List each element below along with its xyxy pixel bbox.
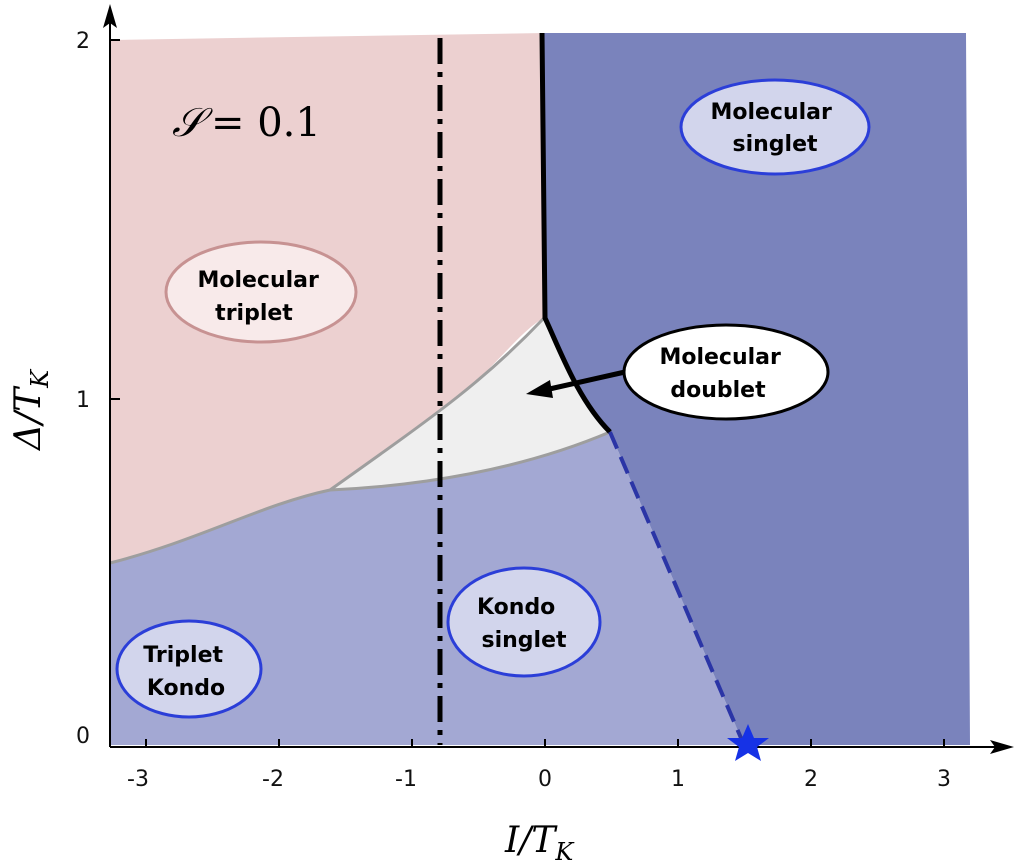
label-molecular-doublet: Molecular doublet: [659, 345, 788, 403]
boundary-kondo-doublet: [329, 430, 611, 492]
doublet-arrow-head: [526, 380, 553, 398]
star-icon: [727, 724, 769, 761]
label-triplet-kondo: Triplet Kondo: [143, 643, 230, 701]
label-kondo-singlet: Kondo singlet: [477, 595, 567, 653]
xtick-label: -1: [395, 767, 417, 792]
y-ticks: [110, 39, 120, 400]
dashed-boundary: [608, 431, 746, 746]
xtick-label: 1: [671, 767, 685, 792]
x-axis-arrow: [990, 740, 1014, 754]
region-molecular-doublet: [330, 318, 610, 490]
label-molecular-triplet: Molecular triplet: [197, 268, 326, 326]
xtick-label: -3: [127, 767, 149, 792]
bubble-molecular-triplet: [164, 240, 358, 344]
bubble-triplet-kondo: [115, 619, 263, 719]
xtick-label: 0: [538, 767, 552, 792]
bubble-kondo-singlet: [446, 566, 602, 678]
y-axis-label: Δ/TK: [8, 368, 54, 452]
doublet-arrow: [544, 369, 626, 393]
xtick-label: -2: [262, 767, 284, 792]
bubble-molecular-singlet: [679, 78, 871, 176]
ytick-label: 2: [76, 29, 90, 54]
y-axis-arrow: [103, 4, 117, 28]
bubble-molecular-doublet: [622, 323, 830, 421]
xtick-label: 3: [937, 767, 951, 792]
parameter-label: 𝒮 = 0.1: [172, 100, 321, 146]
label-molecular-singlet: Molecular singlet: [710, 100, 839, 157]
xtick-label: 2: [804, 767, 818, 792]
ytick-label: 0: [76, 724, 90, 749]
boundary-molecular-singlet: [539, 32, 612, 434]
ytick-label: 1: [76, 388, 90, 413]
x-axis-label: I/TK: [504, 820, 575, 863]
x-ticks: [145, 739, 945, 747]
region-kondo-singlet: [110, 432, 744, 745]
